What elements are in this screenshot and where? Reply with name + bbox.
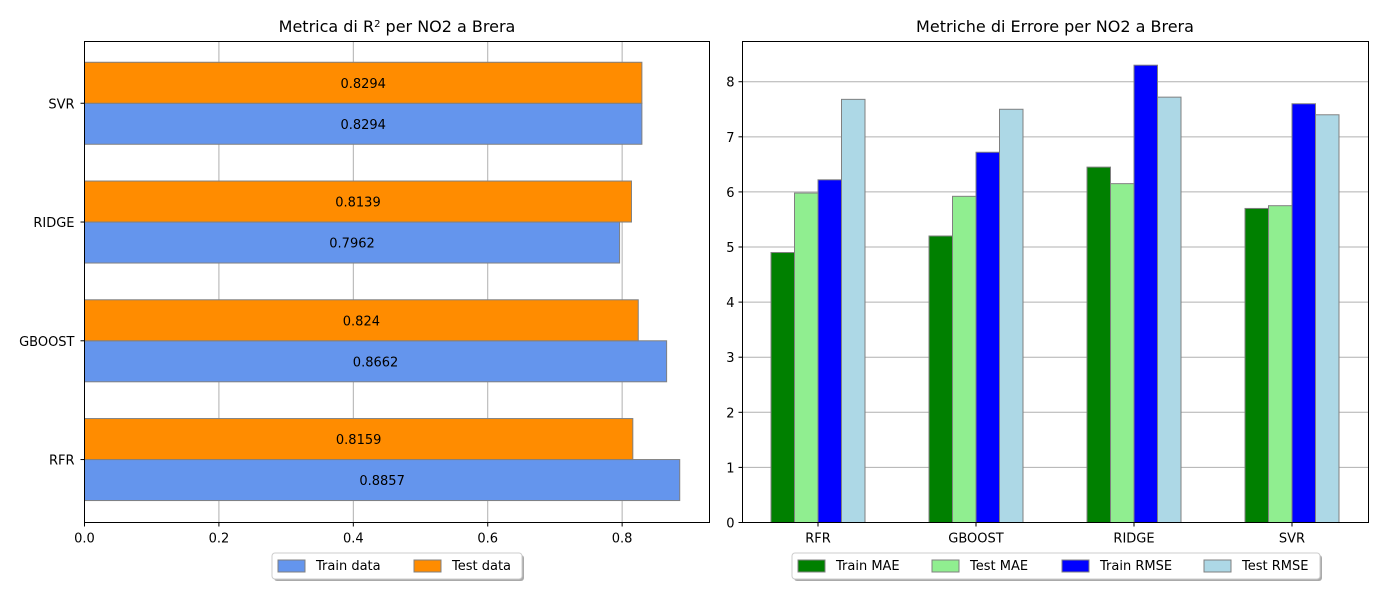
error-legend-swatch bbox=[1203, 559, 1232, 573]
error-y-tick-label: 5 bbox=[726, 241, 734, 256]
r2-x-tick-label: 0.2 bbox=[209, 532, 230, 547]
r2-bar-label: 0.8662 bbox=[353, 355, 399, 370]
error-x-tick-label: GBOOST bbox=[948, 532, 1003, 547]
error-legend-swatch bbox=[1061, 559, 1090, 573]
error-y-tick-label: 3 bbox=[726, 351, 734, 366]
r2-x-tick-label: 0.6 bbox=[477, 532, 498, 547]
r2-legend-swatch bbox=[413, 559, 442, 573]
error-bar bbox=[952, 195, 977, 523]
error-bar bbox=[794, 192, 819, 523]
error-bar bbox=[975, 151, 1000, 523]
error-bar bbox=[1244, 207, 1269, 524]
error-bar bbox=[1133, 64, 1158, 523]
error-y-tick-label: 2 bbox=[726, 406, 734, 421]
error-bar bbox=[1086, 166, 1111, 524]
error-bar bbox=[1291, 103, 1316, 524]
error-legend-box bbox=[791, 552, 1321, 580]
error-bar bbox=[999, 108, 1024, 524]
error-legend: Train MAE Test MAE Train RMSE Test RMSE bbox=[791, 552, 1322, 581]
r2-bar bbox=[84, 459, 681, 502]
error-bar bbox=[770, 252, 795, 523]
error-legend-label: Test RMSE bbox=[1241, 559, 1308, 574]
r2-legend-box bbox=[271, 552, 523, 580]
error-x-tick-label: SVR bbox=[1279, 532, 1305, 547]
error-bar bbox=[928, 235, 953, 523]
error-y-tick-label: 4 bbox=[726, 296, 734, 311]
error-legend-label: Train MAE bbox=[835, 559, 900, 574]
error-chart-title: Metriche di Errore per NO2 a Brera bbox=[916, 17, 1194, 36]
error-y-tick-label: 7 bbox=[726, 131, 734, 146]
r2-bar-label: 0.824 bbox=[343, 314, 380, 329]
r2-bar bbox=[84, 61, 643, 104]
error-y-tick-label: 6 bbox=[726, 186, 734, 201]
error-y-tick-label: 0 bbox=[726, 517, 734, 532]
r2-bar-label: 0.8294 bbox=[340, 118, 386, 133]
r2-legend: Train data Test data bbox=[271, 552, 524, 581]
r2-bar bbox=[84, 180, 632, 223]
error-legend-swatch bbox=[931, 559, 960, 573]
r2-bar-label: 0.8139 bbox=[335, 196, 381, 211]
error-x-ticks: RFR GBOOST RIDGE SVR bbox=[805, 522, 1305, 547]
r2-x-ticks: 0.0 0.2 0.4 0.6 0.8 bbox=[74, 522, 633, 547]
error-bar bbox=[1110, 183, 1135, 523]
r2-chart: Metrica di R2 per NO2 a Brera 0.8857 0.81… bbox=[19, 17, 710, 581]
r2-legend-label: Train data bbox=[315, 559, 381, 574]
r2-legend-swatch bbox=[277, 559, 306, 573]
error-x-tick-label: RIDGE bbox=[1113, 532, 1154, 547]
r2-bar-labels: 0.8857 0.8159 0.8662 0.824 0.7962 0.8139 0.829… bbox=[329, 77, 405, 489]
r2-y-tick-label: RFR bbox=[49, 454, 75, 469]
error-legend-swatch bbox=[797, 559, 826, 573]
error-bar bbox=[1268, 205, 1293, 523]
error-bar bbox=[841, 98, 866, 523]
r2-axes-frame bbox=[84, 41, 710, 523]
error-y-tick-label: 8 bbox=[726, 76, 734, 91]
r2-x-tick-label: 0.0 bbox=[74, 532, 95, 547]
error-y-tick-label: 1 bbox=[726, 461, 734, 476]
r2-chart-title: Metrica di R2 per NO2 a Brera bbox=[279, 17, 516, 36]
r2-x-tick-label: 0.8 bbox=[612, 532, 633, 547]
r2-bar bbox=[84, 299, 639, 342]
r2-y-tick-label: SVR bbox=[48, 97, 74, 112]
error-legend-label: Test MAE bbox=[969, 559, 1028, 574]
error-legend-label: Train RMSE bbox=[1099, 559, 1172, 574]
error-axes-frame bbox=[742, 41, 1369, 523]
r2-y-ticks: RFR GBOOST RIDGE SVR bbox=[19, 97, 85, 469]
r2-bar-label: 0.8159 bbox=[336, 433, 382, 448]
r2-y-tick-label: RIDGE bbox=[33, 216, 74, 231]
r2-bar-label: 0.8294 bbox=[340, 77, 386, 92]
error-y-ticks: 0 1 2 3 4 5 6 7 8 bbox=[726, 76, 743, 532]
r2-bar bbox=[84, 102, 643, 145]
error-chart: Metriche di Errore per NO2 a Brera RFR GB… bbox=[726, 17, 1369, 581]
r2-x-tick-label: 0.4 bbox=[343, 532, 364, 547]
error-bar bbox=[1315, 114, 1340, 523]
error-bar bbox=[817, 179, 842, 524]
r2-bar-label: 0.8857 bbox=[359, 474, 405, 489]
r2-legend-label: Test data bbox=[451, 559, 511, 574]
error-x-tick-label: RFR bbox=[805, 532, 831, 547]
r2-bar-label: 0.7962 bbox=[329, 237, 375, 252]
error-bars bbox=[770, 64, 1340, 524]
r2-y-tick-label: GBOOST bbox=[19, 335, 74, 350]
error-bar bbox=[1157, 96, 1182, 523]
